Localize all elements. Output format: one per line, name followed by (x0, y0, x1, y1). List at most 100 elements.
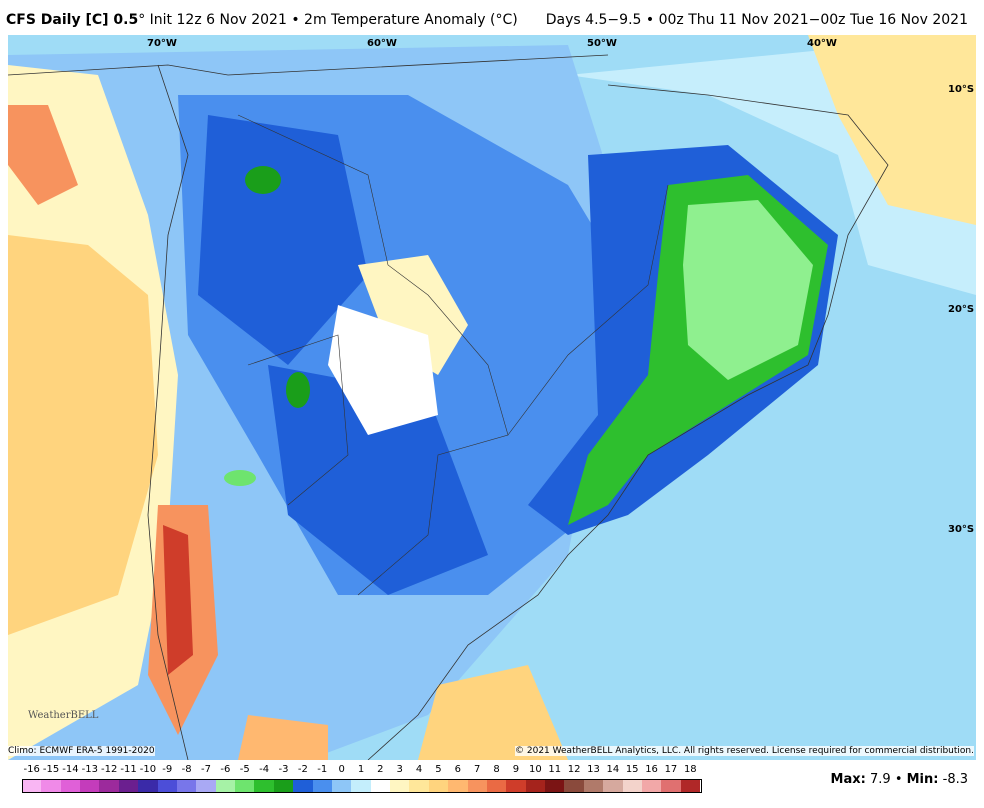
anomaly-area (328, 305, 438, 435)
colorbar-swatch (331, 779, 352, 792)
map (8, 35, 976, 760)
colorbar-swatch (273, 779, 294, 792)
colorbar-swatch (428, 779, 449, 792)
colorbar-swatch (60, 779, 81, 792)
colorbar-swatch (99, 779, 120, 792)
anomaly-area (245, 166, 281, 194)
colorbar-swatch (157, 779, 178, 792)
anomaly-area (224, 470, 256, 486)
colorbar-swatch (583, 779, 604, 792)
anomaly-area (238, 715, 328, 760)
colorbar-label: 7 (474, 764, 481, 775)
lat-label: 10°S (948, 84, 975, 95)
colorbar-label: -11 (120, 764, 137, 775)
anomaly-area (163, 525, 193, 675)
min-label: Min: (906, 772, 939, 787)
colorbar-label: 1 (357, 764, 365, 775)
colorbar-label: 10 (528, 764, 542, 775)
colorbar-label: 4 (415, 764, 423, 775)
colorbar-swatch (661, 779, 682, 792)
lat-label: 20°S (948, 304, 975, 315)
colorbar-label: -5 (239, 764, 250, 775)
title-bold: CFS Daily [C] 0.5 (6, 12, 139, 28)
colorbar-label: 16 (645, 764, 658, 775)
colorbar-swatch (351, 779, 372, 792)
anomaly-area (286, 372, 310, 408)
colorbar-swatch (176, 779, 197, 792)
colorbar-label: 3 (396, 764, 403, 775)
colorbar-label: -3 (278, 764, 289, 775)
lon-label: 60°W (367, 38, 397, 49)
anomaly-area (358, 255, 468, 375)
colorbar-swatch (622, 779, 643, 792)
colorbar-swatch (312, 779, 333, 792)
lat-label: 30°S (948, 524, 975, 535)
colorbar-swatch (603, 779, 623, 792)
colorbar-swatch (138, 779, 159, 792)
colorbar-label: -9 (162, 764, 173, 775)
colorbar-swatch (215, 779, 236, 792)
logo: WeatherBELL (28, 710, 99, 721)
separator: • (894, 772, 903, 787)
colorbar-swatch (506, 779, 527, 792)
colorbar-label: -16 (23, 764, 40, 775)
colorbar-swatch (564, 779, 585, 792)
anomaly-area (683, 200, 813, 380)
borders (237, 114, 669, 596)
colorbar-label: 11 (548, 764, 562, 775)
title-rest: ° Init 12z 6 Nov 2021 • 2m Temperature A… (138, 12, 518, 28)
colorbar-frame (22, 779, 702, 793)
colorbar-label: -12 (100, 764, 118, 775)
colorbar-swatch (293, 779, 314, 792)
colorbar-label: 0 (338, 764, 345, 775)
colorbar-label: 14 (606, 764, 620, 775)
colorbar-swatch (545, 779, 565, 792)
colorbar-label: 12 (567, 764, 581, 775)
max-value: 7.9 (869, 772, 891, 787)
colorbar-label: 15 (625, 764, 639, 775)
colorbar-label: 8 (493, 764, 500, 775)
colorbar-label: 2 (377, 764, 384, 775)
colorbar-swatch (641, 779, 662, 792)
colorbar-label: -14 (62, 764, 79, 775)
max-label: Max: (830, 772, 866, 787)
colorbar-swatch (525, 779, 546, 792)
anomaly-area (198, 115, 368, 365)
colorbar-label: -4 (259, 764, 270, 775)
colorbar-label: -15 (42, 764, 60, 775)
colorbar-label: -6 (220, 764, 231, 775)
colorbar-swatch (467, 779, 488, 792)
colorbar-label: 13 (587, 764, 600, 775)
colorbar-label: 9 (512, 764, 520, 775)
coastline (8, 54, 889, 760)
colorbar-label: 5 (435, 764, 442, 775)
colorbar-swatch (409, 779, 430, 792)
colorbar-swatch (118, 779, 139, 792)
anomaly-area (808, 35, 976, 225)
colorbar-label: -8 (181, 764, 192, 775)
colorbar-swatch (41, 779, 62, 792)
colorbar-swatch (22, 779, 42, 792)
stats: Max: 7.9 • Min: -8.3 (831, 772, 968, 787)
colorbar-swatch (680, 779, 701, 792)
colorbar-label: -2 (297, 764, 308, 775)
colorbar-label: -10 (139, 764, 157, 775)
period: Days 4.5−9.5 • 00z Thu 11 Nov 2021−00z T… (545, 12, 968, 28)
colorbar-swatch (196, 779, 217, 792)
copyright: © 2021 WeatherBELL Analytics, LLC. All r… (515, 746, 974, 756)
anomaly-area (8, 105, 78, 205)
colorbar-label: -1 (317, 764, 328, 775)
colorbar-swatch (448, 779, 469, 792)
lon-label: 40°W (807, 38, 837, 49)
colorbar-label: -7 (201, 764, 212, 775)
anomaly-area (8, 235, 158, 635)
colorbar-label: -13 (81, 764, 98, 775)
colorbar-swatch (390, 779, 410, 792)
colorbar-label: 17 (664, 764, 678, 775)
colorbar-swatch (235, 779, 255, 792)
colorbar-swatch (486, 779, 507, 792)
title: CFS Daily [C] 0.5° Init 12z 6 Nov 2021 •… (6, 12, 518, 28)
colorbar-label: 18 (683, 764, 697, 775)
anomaly-area (268, 365, 488, 595)
